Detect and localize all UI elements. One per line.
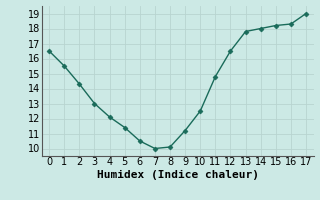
X-axis label: Humidex (Indice chaleur): Humidex (Indice chaleur) (97, 170, 259, 180)
